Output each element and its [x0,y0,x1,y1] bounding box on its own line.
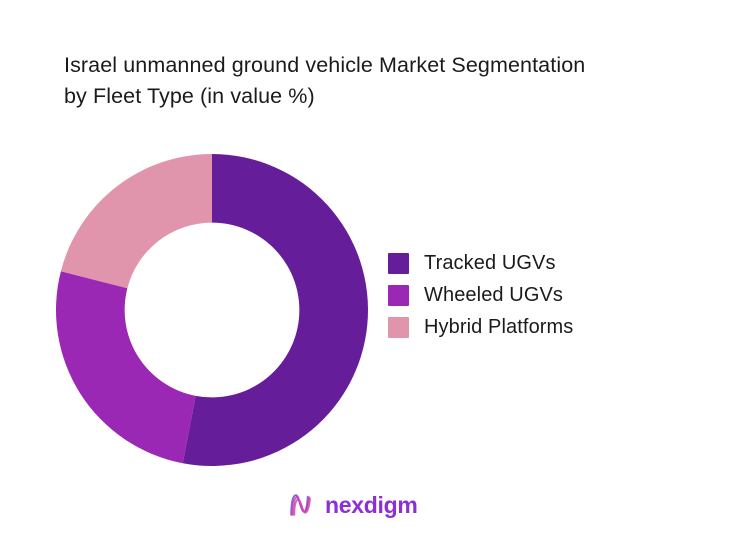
chart-title-line-2: by Fleet Type (in value %) [64,84,315,108]
legend-label-hybrid-platforms: Hybrid Platforms [424,316,574,338]
donut-slice[interactable] [182,154,368,466]
donut-chart-svg [56,154,368,466]
brand-logo: nexdigm [286,490,418,520]
legend-swatch-wheeled-ugvs [388,285,409,306]
legend-label-tracked-ugvs: Tracked UGVs [424,252,556,274]
chart-title: Israel unmanned ground vehicle Market Se… [64,50,724,112]
legend-swatch-tracked-ugvs [388,253,409,274]
legend-label-wheeled-ugvs: Wheeled UGVs [424,284,564,306]
donut-slice[interactable] [60,154,212,289]
legend-swatch-hybrid-platforms [388,317,409,338]
donut-chart [56,154,368,466]
legend-item-hybrid-platforms[interactable]: Hybrid Platforms [388,316,573,339]
legend-item-tracked-ugvs[interactable]: Tracked UGVs [388,252,573,275]
donut-slice[interactable] [56,271,196,464]
nexdigm-logo-icon [290,494,311,516]
chart-title-line-1: Israel unmanned ground vehicle Market Se… [64,53,586,77]
brand-name: nexdigm [325,492,418,518]
legend-item-wheeled-ugvs[interactable]: Wheeled UGVs [388,284,573,307]
chart-legend: Tracked UGVs Wheeled UGVs Hybrid Platfor… [388,252,573,339]
donut-slice-group [56,154,368,466]
